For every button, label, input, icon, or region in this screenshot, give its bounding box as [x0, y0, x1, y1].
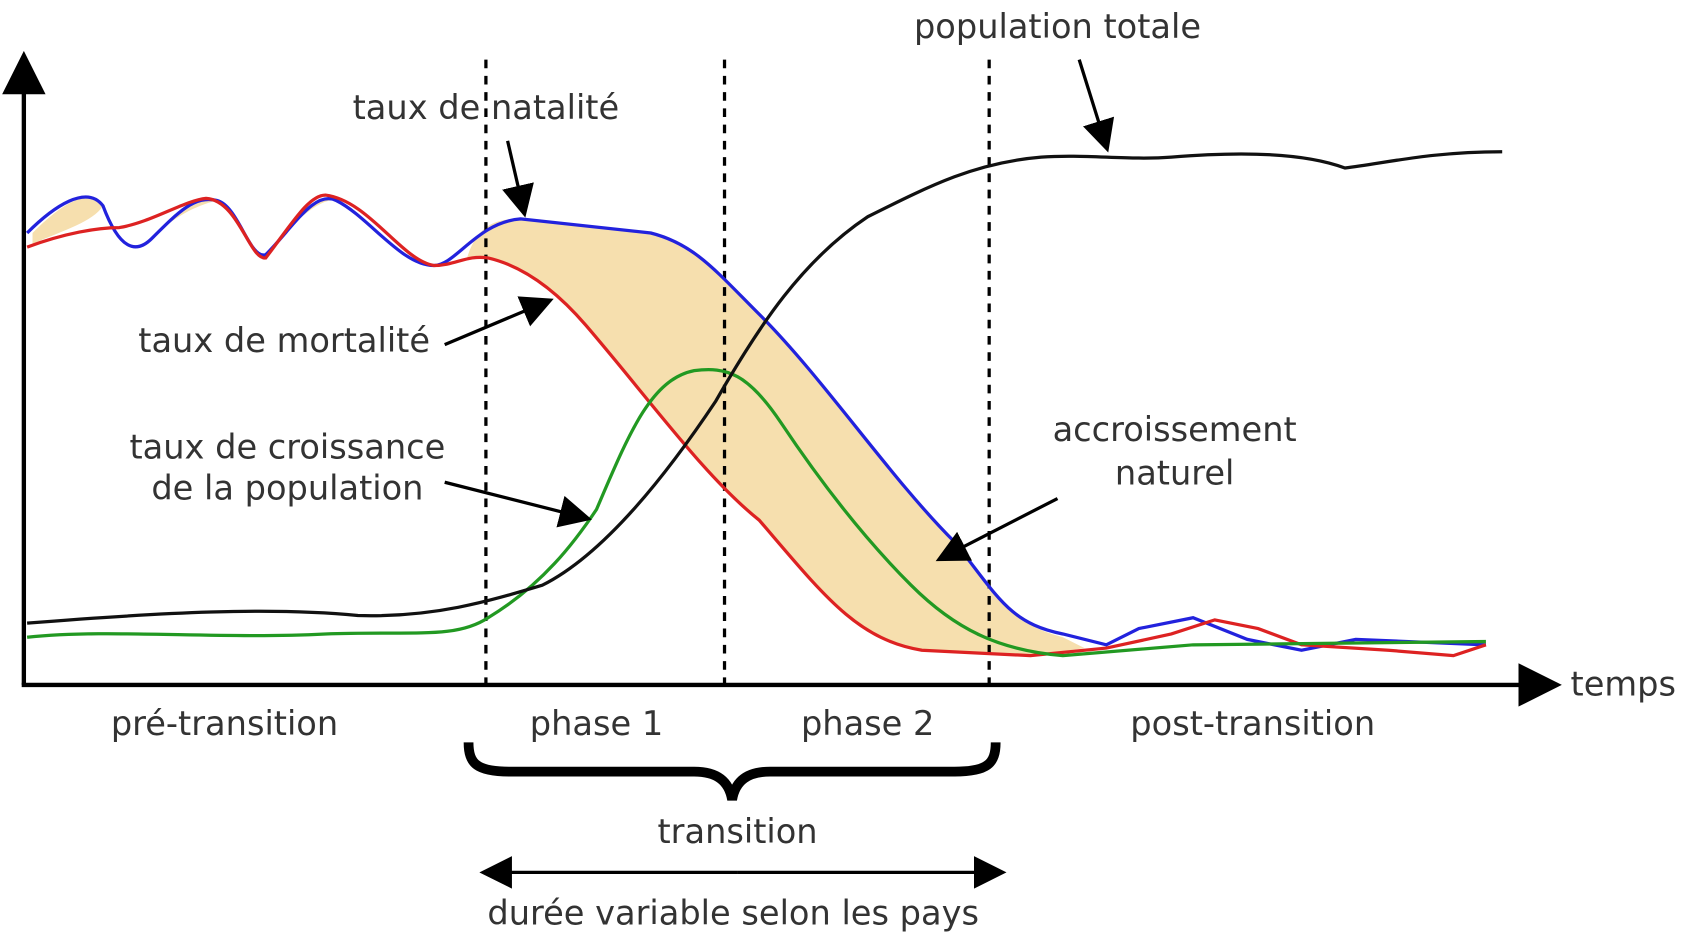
label: population totale	[914, 7, 1201, 46]
birth-rate-curve	[25, 195, 1486, 652]
transition-brace	[463, 742, 1001, 801]
label: de la population	[151, 469, 423, 508]
natural-increase-area	[466, 218, 1085, 656]
pointer-arrows	[444, 59, 1115, 562]
label: naturel	[1115, 453, 1234, 492]
axis-label: temps	[1571, 665, 1676, 704]
label: taux de natalité	[353, 88, 620, 127]
label: transition	[657, 812, 817, 851]
phase-label: pré-transition	[111, 704, 338, 743]
label: taux de croissance	[129, 427, 445, 466]
total-population-curve	[26, 150, 1503, 625]
growth-rate-curve	[26, 368, 1486, 658]
phase-label: phase 2	[801, 704, 934, 743]
phase-label: phase 1	[530, 704, 663, 743]
label: accroissement	[1053, 410, 1297, 449]
death-rate-curve	[26, 193, 1487, 658]
phase-label: post-transition	[1130, 704, 1375, 743]
label: durée variable selon les pays	[487, 893, 979, 932]
label: taux de mortalité	[138, 321, 430, 360]
